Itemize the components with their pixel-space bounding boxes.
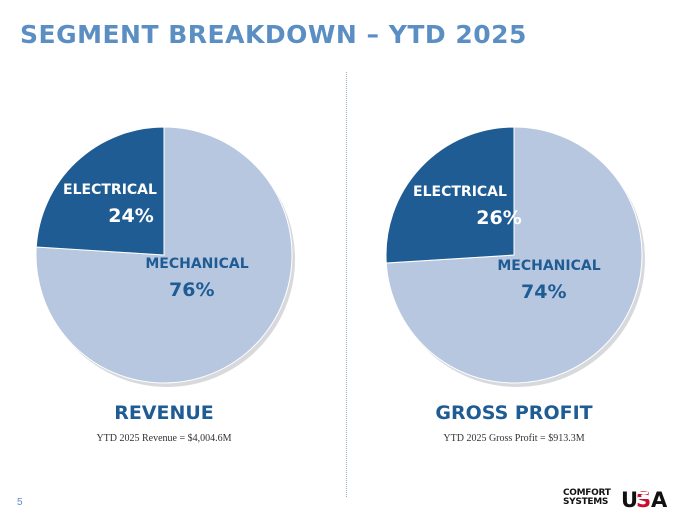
revenue-chart-title: REVENUE bbox=[114, 402, 214, 424]
slice-label-electrical: ELECTRICAL bbox=[413, 184, 507, 200]
revenue-chart-subtitle: YTD 2025 Revenue = $4,004.6M bbox=[96, 433, 232, 444]
slice-value-mechanical: 74% bbox=[521, 281, 566, 303]
pie-slice-electrical bbox=[35, 126, 165, 256]
svg-text:A: A bbox=[651, 488, 668, 510]
slice-label-mechanical: MECHANICAL bbox=[145, 256, 248, 272]
logo-line-2: SYSTEMS bbox=[563, 497, 609, 507]
svg-text:U: U bbox=[621, 488, 637, 510]
page-number: 5 bbox=[17, 497, 23, 508]
pie-slice-electrical bbox=[385, 126, 515, 264]
center-divider bbox=[346, 72, 347, 497]
gross-profit-chart-title: GROSS PROFIT bbox=[435, 402, 593, 424]
logo-line-1: COMFORT bbox=[563, 488, 611, 498]
company-logo: COMFORT SYSTEMS U S A bbox=[563, 486, 673, 510]
slice-value-electrical: 24% bbox=[108, 205, 153, 227]
slice-label-electrical: ELECTRICAL bbox=[63, 182, 157, 198]
slice-value-mechanical: 76% bbox=[169, 279, 214, 301]
revenue-pie-chart: ELECTRICAL 24% MECHANICAL 76% bbox=[35, 126, 295, 387]
logo-usa-mark: U S A bbox=[621, 488, 669, 510]
gross-profit-chart-subtitle: YTD 2025 Gross Profit = $913.3M bbox=[443, 433, 585, 444]
gross-profit-pie-chart: ELECTRICAL 26% MECHANICAL 74% bbox=[385, 126, 645, 387]
slice-label-mechanical: MECHANICAL bbox=[497, 258, 600, 274]
page-title: SEGMENT BREAKDOWN – YTD 2025 bbox=[20, 20, 527, 49]
pie-slice-mechanical bbox=[35, 126, 293, 384]
slice-value-electrical: 26% bbox=[476, 207, 521, 229]
